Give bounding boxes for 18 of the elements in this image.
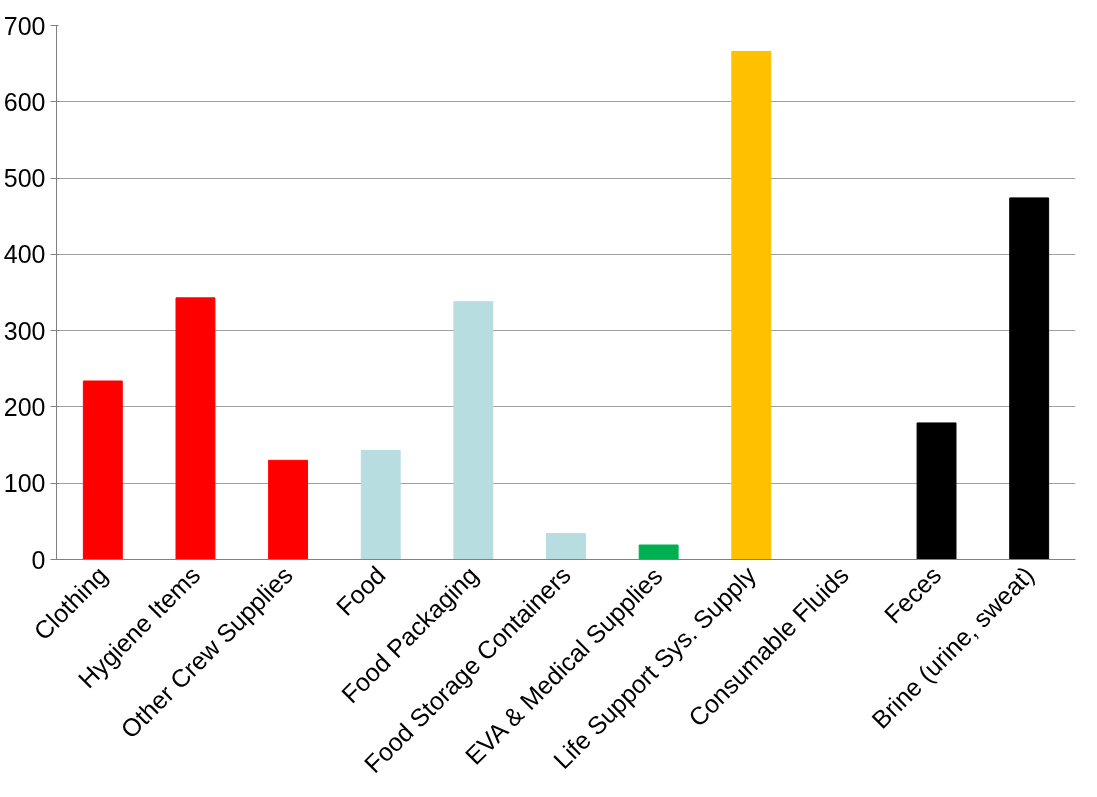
y-tick-label: 700 [3,11,46,40]
y-tick-label: 100 [3,469,46,498]
bar [916,422,957,560]
bar [82,380,123,560]
bar [268,459,309,560]
y-tick-label: 400 [3,240,46,269]
y-tick-label: 500 [3,164,46,193]
bar [453,301,494,560]
bar [638,544,679,560]
y-tick-label: 300 [3,316,46,345]
bar [1009,197,1050,560]
bar [546,533,586,560]
bar [731,50,772,560]
y-tick-label: 600 [3,87,46,116]
bar [360,449,401,560]
y-tick-label: 200 [3,392,46,421]
bar [175,297,216,560]
y-tick-label: 0 [31,545,46,574]
